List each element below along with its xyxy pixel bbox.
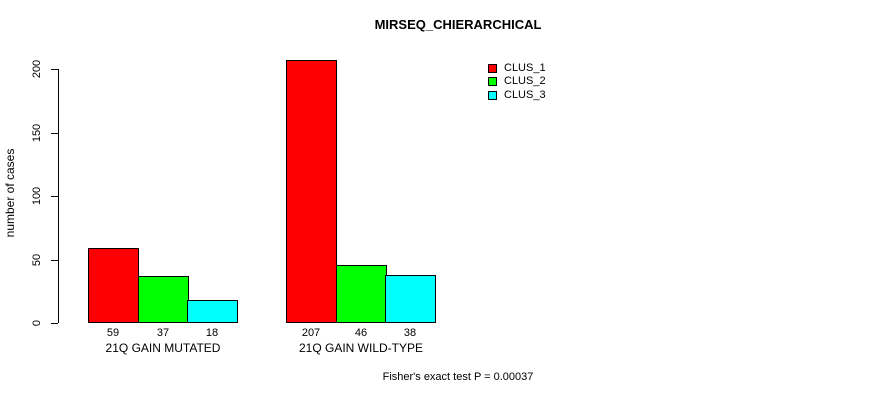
legend-label: CLUS_2: [504, 75, 546, 87]
legend-swatch-icon: [488, 76, 497, 86]
y-axis-tick: [51, 260, 58, 261]
y-axis-tick: [51, 133, 58, 134]
legend-item-clus_3: CLUS_3: [488, 89, 546, 101]
legend-label: CLUS_1: [504, 62, 546, 74]
y-axis-title: number of cases: [3, 148, 17, 238]
bar-value-label: 18: [205, 327, 219, 339]
y-axis-tick-label: 150: [31, 123, 43, 143]
y-axis-tick: [51, 69, 58, 70]
category-label: 21Q GAIN WILD-TYPE: [298, 341, 424, 355]
category-label: 21Q GAIN MUTATED: [105, 341, 221, 355]
legend-swatch-icon: [488, 63, 497, 73]
bar-value-label: 59: [106, 327, 120, 339]
y-axis-tick-label: 0: [31, 319, 43, 327]
legend-item-clus_1: CLUS_1: [488, 62, 546, 74]
bar-value-label: 207: [301, 327, 321, 339]
y-axis-tick-label: 100: [31, 186, 43, 206]
y-axis-tick-label: 200: [31, 59, 43, 79]
chart-title: MIRSEQ_CHIERARCHICAL: [374, 17, 542, 32]
bar-value-label: 37: [156, 327, 170, 339]
bar-clus_3-1: [187, 300, 238, 323]
y-axis-tick-label: 50: [31, 253, 43, 267]
bar-value-label: 38: [403, 327, 417, 339]
legend-swatch-icon: [488, 90, 497, 100]
bar-clus_3-2: [385, 275, 436, 323]
fisher-test-footnote: Fisher's exact test P = 0.00037: [382, 371, 534, 383]
bar-value-label: 46: [354, 327, 368, 339]
bar-clus_2-2: [336, 265, 387, 323]
y-axis-line: [58, 69, 59, 323]
bar-clus_2-1: [138, 276, 189, 323]
y-axis-tick: [51, 196, 58, 197]
legend-label: CLUS_3: [504, 89, 546, 101]
bar-clus_1-1: [88, 248, 139, 323]
y-axis-tick: [51, 323, 58, 324]
bar-clus_1-2: [286, 60, 337, 323]
legend-item-clus_2: CLUS_2: [488, 75, 546, 87]
